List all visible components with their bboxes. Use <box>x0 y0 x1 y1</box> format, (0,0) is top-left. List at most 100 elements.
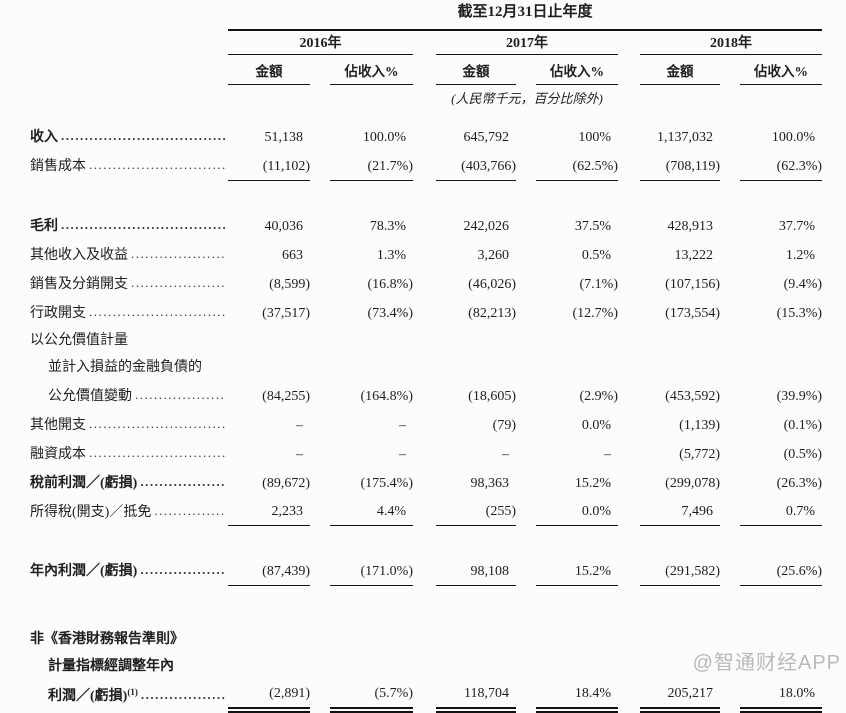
cell-value: 1,137,032 <box>657 130 713 145</box>
year-2016-header: 2016年 <box>228 30 413 55</box>
dot-leader <box>140 561 225 579</box>
cell-value: 18.0% <box>740 679 823 713</box>
spacer-cell <box>413 410 436 439</box>
spacer-cell <box>516 151 536 180</box>
cell-value: (9.4%) <box>783 276 823 292</box>
spacer-cell <box>310 354 330 381</box>
cell-value <box>330 653 413 680</box>
dot-leader <box>154 502 225 520</box>
cell-value: 3,260 <box>477 247 510 263</box>
spacer-cell <box>516 653 536 680</box>
dot-leader <box>141 686 225 704</box>
spacer-cell <box>618 556 640 585</box>
spacer-cell <box>413 354 436 381</box>
table-row: 其他收入及收益 663 1.3% 3,260 0.5% 13,222 1.2% <box>0 240 822 269</box>
cell-value: (82,213) <box>468 305 516 321</box>
row-label: 行政開支 <box>0 298 228 327</box>
cell-value: 51,138 <box>264 130 304 145</box>
table-row: 並計入損益的金融負債的 <box>0 354 822 381</box>
spacer-cell <box>618 240 640 269</box>
spacer-cell <box>618 85 640 110</box>
cell-value: 78.3% <box>369 218 406 234</box>
spacer-cell <box>516 211 536 240</box>
cell-value: (87,439) <box>228 556 310 586</box>
cell-value: 13,222 <box>674 247 714 263</box>
cell-value <box>228 653 310 680</box>
cell-value: (79) <box>492 417 516 433</box>
spacer-cell <box>640 85 822 110</box>
cell-value: 98,363 <box>470 475 510 491</box>
cell-value: 37.5% <box>574 218 611 234</box>
spacer-cell <box>310 269 330 298</box>
spacer-cell <box>618 680 640 710</box>
spacer-cell <box>618 626 640 653</box>
table-title-row: 截至12月31日止年度 <box>0 0 823 31</box>
subcolumn-header-row: 金額 佔收入% 金額 佔收入% 金額 佔收入% <box>0 54 823 85</box>
cell-value: (26.3%) <box>776 475 823 491</box>
cell-value: (0.5%) <box>783 446 823 462</box>
spacer-cell <box>618 269 640 298</box>
spacer-cell <box>618 410 640 439</box>
spacer-cell <box>720 211 740 240</box>
cell-value: 100.0% <box>771 130 816 145</box>
year-2018-header: 2018年 <box>640 30 823 55</box>
dot-leader <box>140 473 225 491</box>
dot-leader <box>89 415 225 433</box>
spacer-cell <box>413 680 436 710</box>
spacer-cell <box>0 30 228 55</box>
cell-value: 40,036 <box>264 218 304 234</box>
spacer-cell <box>413 269 436 298</box>
spacer-cell <box>310 381 330 410</box>
cell-value: 428,913 <box>667 218 714 234</box>
spacer-cell <box>720 556 740 585</box>
table-row: 毛利 40,036 78.3% 242,026 37.5% 428,913 37.7% <box>0 211 822 240</box>
row-label: 利潤／(虧損)(1) <box>0 680 228 710</box>
cell-value: 1.3% <box>376 247 406 263</box>
spacer-cell <box>0 55 228 85</box>
section-gap-row <box>0 526 822 557</box>
cell-value: – <box>296 417 303 433</box>
spacer-cell <box>618 653 640 680</box>
cell-value <box>436 626 516 653</box>
cell-value: 645,792 <box>463 130 510 145</box>
row-label: 毛利 <box>0 211 228 240</box>
spacer-cell <box>516 680 536 710</box>
spacer-cell <box>618 151 640 180</box>
row-label: 年內利潤／(虧損) <box>0 556 228 585</box>
cell-value: 7,496 <box>640 496 720 526</box>
cell-value: (255) <box>436 496 516 526</box>
spacer-cell <box>516 122 536 151</box>
cell-value: (84,255) <box>262 388 310 404</box>
footnote-marker: (1) <box>127 686 138 697</box>
cell-value: – <box>399 417 406 433</box>
spacer-cell <box>720 122 740 151</box>
spacer-cell <box>618 211 640 240</box>
cell-value <box>330 327 413 354</box>
spacer-cell <box>413 55 436 85</box>
cell-value: (0.1%) <box>783 417 823 433</box>
spacer-cell <box>516 556 536 585</box>
pct-header-2016: 佔收入% <box>330 54 413 85</box>
spacer-cell <box>0 0 228 30</box>
cell-value: 0.7% <box>740 496 823 526</box>
cell-value: (37,517) <box>262 305 310 321</box>
spacer-cell <box>516 55 536 85</box>
spacer-cell <box>720 354 740 381</box>
year-2017-header: 2017年 <box>436 30 618 55</box>
cell-value: (73.4%) <box>367 305 414 321</box>
row-label: 計量指標經調整年內 <box>48 658 174 674</box>
page-title: 截至12月31日止年度 <box>228 0 823 31</box>
table-row: 其他開支 – – (79) 0.0% (1,139) (0.1%) <box>0 410 822 439</box>
row-label: 公允價值變動 <box>0 381 228 410</box>
spacer-cell <box>413 327 436 354</box>
spacer-cell <box>413 211 436 240</box>
spacer-cell <box>618 30 640 55</box>
spacer-cell <box>0 85 228 110</box>
dot-leader <box>131 274 225 292</box>
cell-value: (39.9%) <box>776 388 823 404</box>
spacer-cell <box>516 327 536 354</box>
cell-value: 1.2% <box>785 247 816 263</box>
row-label: 銷售成本 <box>0 151 228 180</box>
cell-value <box>228 327 310 354</box>
spacer-cell <box>413 497 436 526</box>
